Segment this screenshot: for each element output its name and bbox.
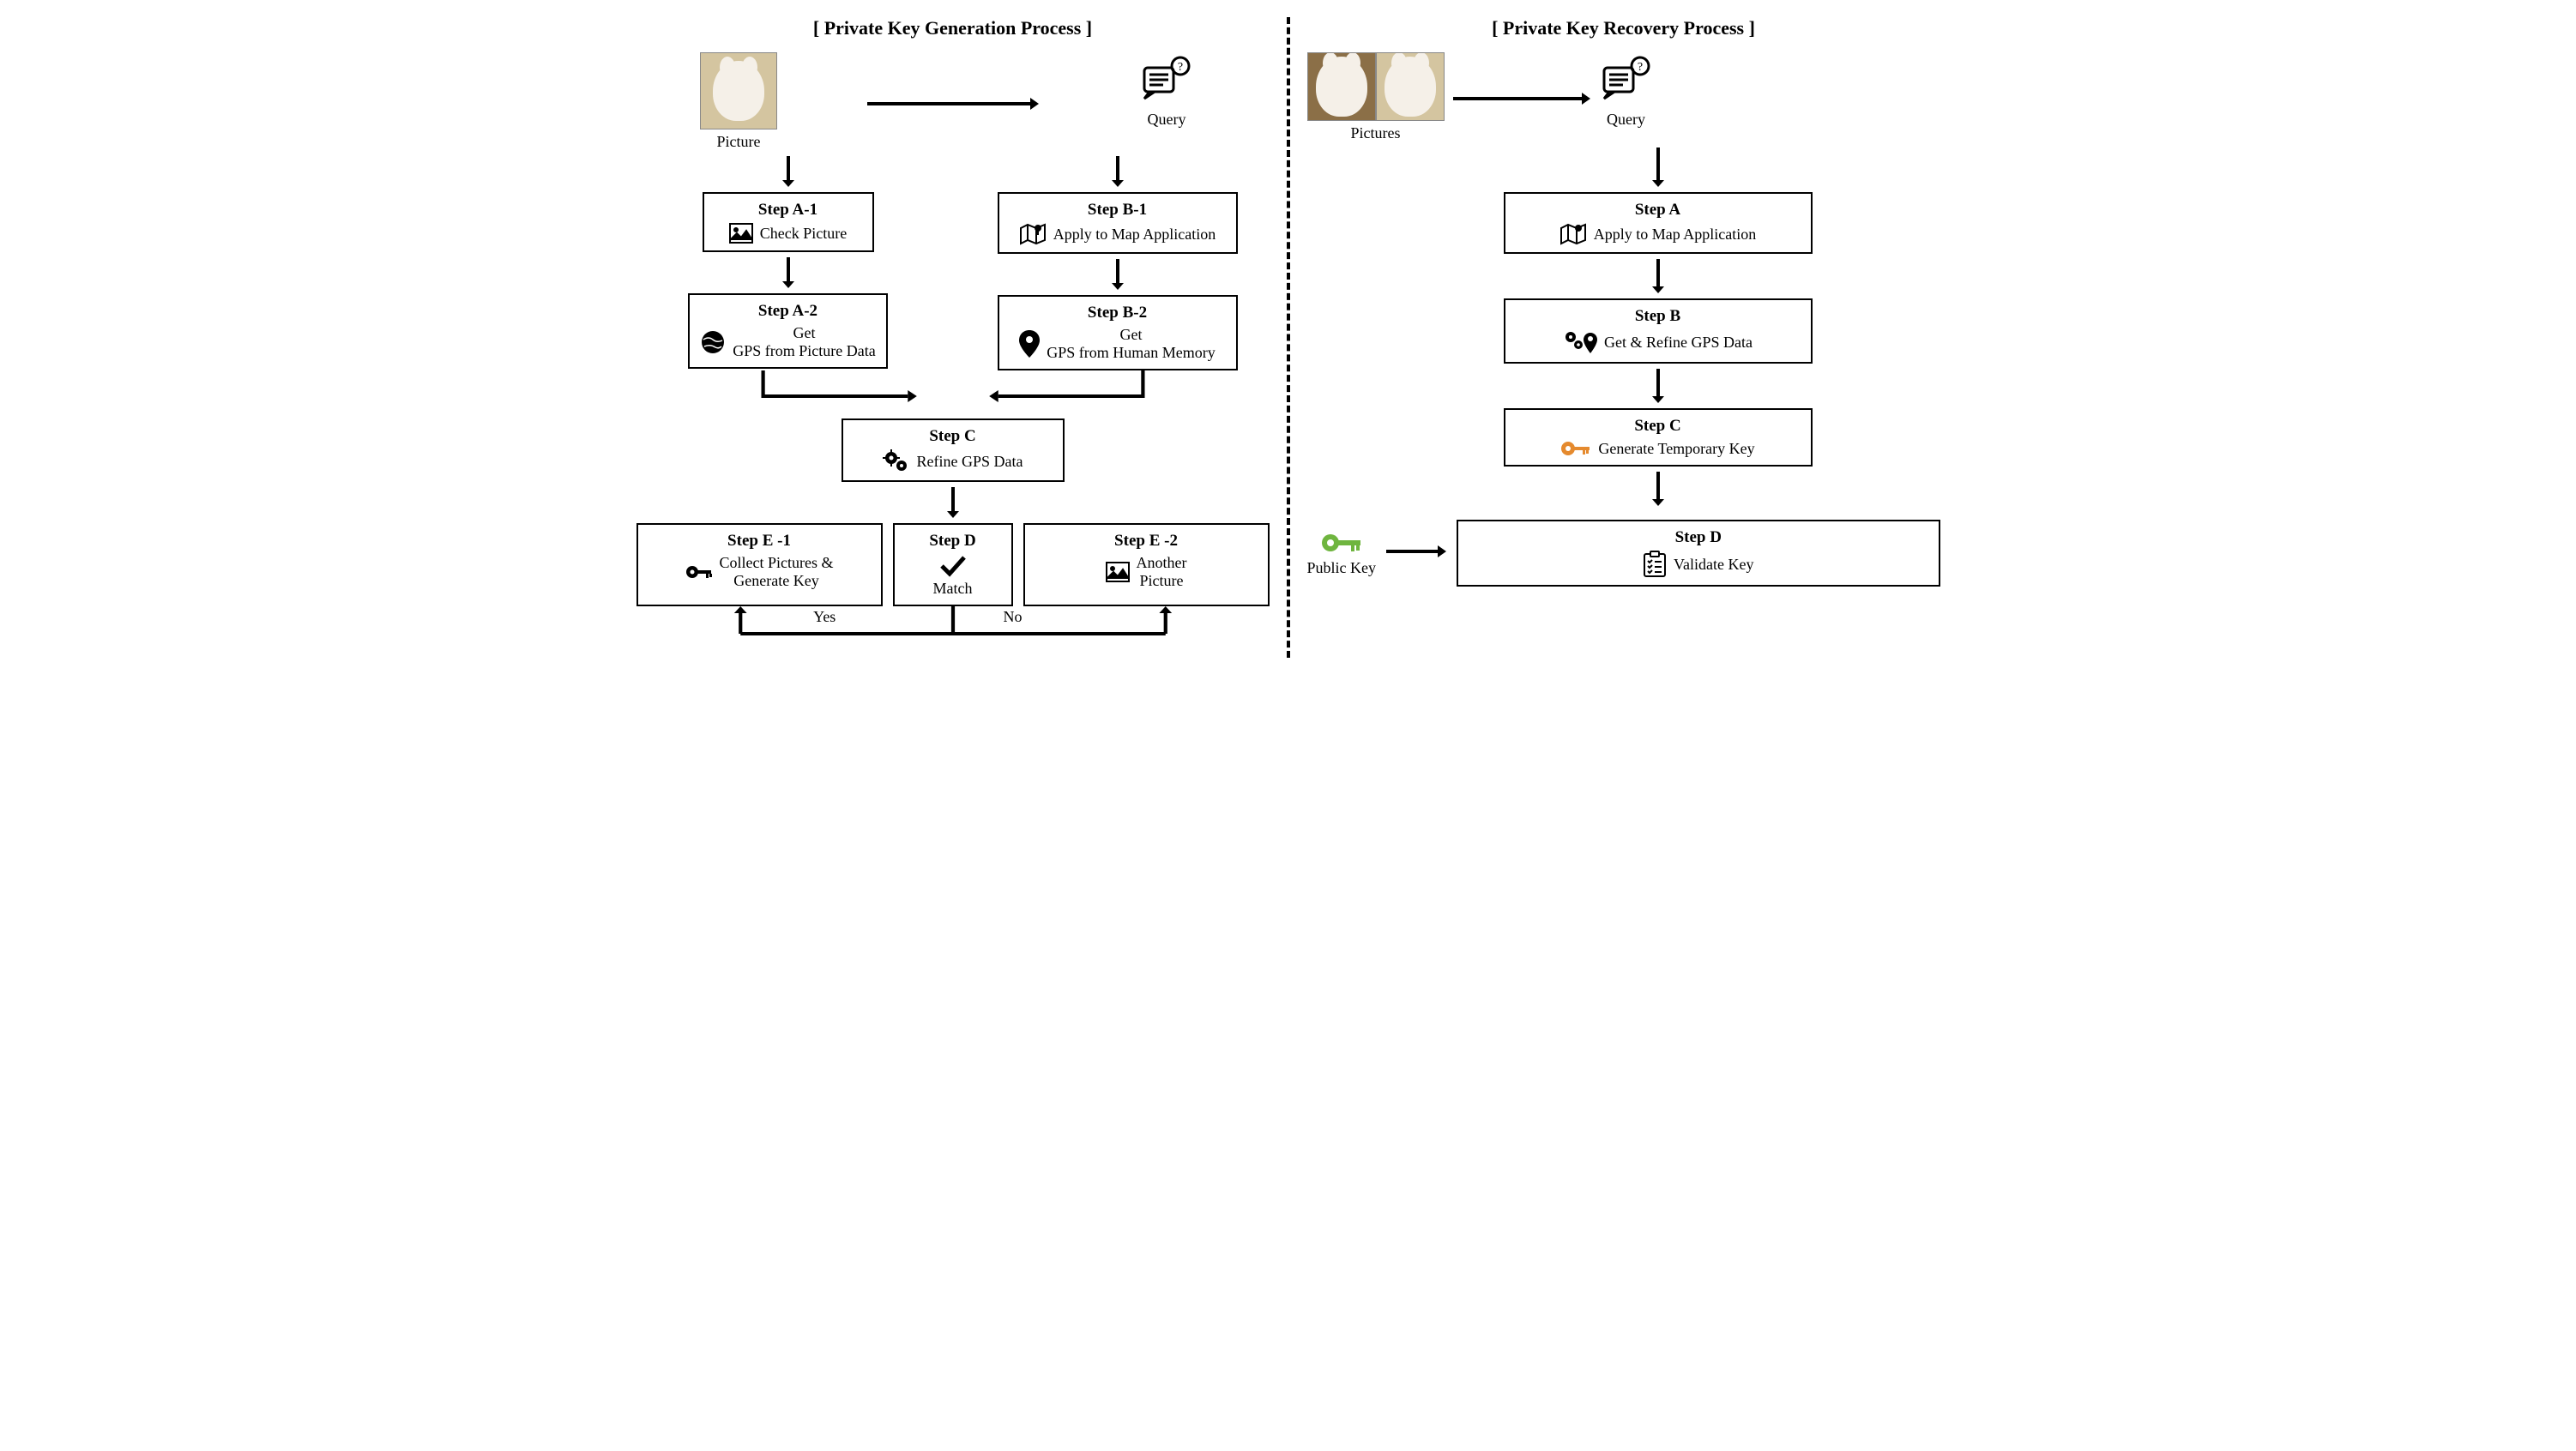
r-step-c-box: Step C Generate Temporary Key [1504, 408, 1813, 467]
step-e1-box: Step E -1 Collect Pictures & Generate Ke… [636, 523, 883, 606]
pictures-node: Pictures [1307, 52, 1445, 142]
r-step-a-text: Apply to Map Application [1594, 226, 1756, 244]
query-node: ? Query [1139, 52, 1194, 129]
step-e1-title: Step E -1 [649, 532, 871, 551]
arrow-pk-d [1386, 543, 1446, 564]
step-d-title: Step D [905, 532, 1001, 551]
picture-thumb [700, 52, 777, 129]
svg-text:?: ? [1178, 61, 1183, 74]
generation-title: [ Private Key Generation Process ] [636, 17, 1270, 39]
r-step-c-text: Generate Temporary Key [1598, 440, 1754, 458]
arrow-cd [636, 487, 1270, 518]
r-step-c-title: Step C [1516, 417, 1801, 436]
step-a1-box: Step A-1 Check Picture [703, 192, 874, 252]
step-d-text: Match [933, 580, 973, 598]
public-key-label: Public Key [1307, 559, 1377, 577]
photo2-icon [1106, 562, 1130, 582]
globe-icon [700, 329, 726, 355]
query-label-r: Query [1607, 111, 1645, 129]
photo-icon [729, 223, 753, 244]
r-step-b-text: Get & Refine GPS Data [1604, 334, 1753, 352]
query-label: Query [1148, 111, 1186, 129]
step-e2-text2: Picture [1137, 572, 1187, 590]
step-b2-text1: Get [1047, 326, 1216, 344]
step-e2-text1: Another [1137, 554, 1187, 572]
r-step-a-box: Step A Apply to Map Application [1504, 192, 1813, 254]
step-a2-box: Step A-2 Get GPS from Picture Data [688, 293, 887, 369]
arrow-a12 [780, 257, 797, 288]
r-step-b-box: Step B Get & Refine GPS Data [1504, 298, 1813, 364]
picture-thumb-2 [1376, 52, 1445, 121]
pin-icon [1019, 330, 1040, 358]
step-c-title: Step C [854, 427, 1053, 446]
arrow-picture-query [867, 87, 1039, 117]
r-step-d-text: Validate Key [1674, 556, 1753, 574]
key-orange-icon [1560, 439, 1591, 458]
picture-node: Picture [700, 52, 777, 151]
recovery-title: [ Private Key Recovery Process ] [1307, 17, 1940, 39]
picture-thumb-1 [1307, 52, 1376, 121]
step-b2-title: Step B-2 [1010, 304, 1226, 322]
arrow-a [780, 156, 797, 187]
svg-text:?: ? [1637, 61, 1642, 74]
map-icon-r [1559, 223, 1587, 245]
generation-panel: [ Private Key Generation Process ] Pictu… [636, 17, 1287, 658]
arrow-ra [1650, 148, 1667, 187]
arrow-b12 [1109, 259, 1126, 290]
query-icon-r: ? [1599, 52, 1654, 107]
pictures-label: Pictures [1351, 124, 1401, 142]
gen-col-b: ? Query [1065, 52, 1270, 151]
check-icon [938, 554, 968, 578]
map-icon [1019, 223, 1047, 245]
step-c-box: Step C Refine GPS Data [842, 418, 1065, 482]
converge-c [636, 370, 1270, 418]
step-b1-text: Apply to Map Application [1053, 226, 1216, 244]
r-step-d-box: Step D Validate Key [1457, 520, 1940, 587]
step-b2-text2: GPS from Human Memory [1047, 344, 1216, 362]
step-a2-title: Step A-2 [700, 302, 875, 321]
public-key-node: Public Key [1307, 530, 1377, 577]
arrow-rb [1650, 259, 1667, 293]
recovery-panel: [ Private Key Recovery Process ] Picture… [1290, 17, 1940, 658]
step-c-text: Refine GPS Data [917, 453, 1023, 471]
step-b1-title: Step B-1 [1010, 201, 1226, 220]
step-b2-box: Step B-2 Get GPS from Human Memory [998, 295, 1238, 370]
step-b1-box: Step B-1 Apply to Map Application [998, 192, 1238, 254]
step-e1-text2: Generate Key [720, 572, 834, 590]
gen-col-a: Picture [636, 52, 842, 151]
step-a1-title: Step A-1 [715, 201, 862, 220]
arrow-rd [1650, 472, 1667, 506]
arrow-b [1109, 156, 1126, 187]
query-node-r: ? Query [1599, 52, 1654, 142]
r-step-d-title: Step D [1469, 528, 1928, 547]
checklist-icon [1643, 551, 1667, 578]
picture-label: Picture [717, 133, 761, 151]
step-a1-text: Check Picture [760, 225, 847, 243]
step-e2-title: Step E -2 [1035, 532, 1258, 551]
step-a2-text2: GPS from Picture Data [733, 342, 875, 360]
r-step-b-title: Step B [1516, 307, 1801, 326]
step-e1-text1: Collect Pictures & [720, 554, 834, 572]
no-label: No [1004, 608, 1023, 626]
step-d-box: Step D Match [893, 523, 1013, 606]
key-black-icon [685, 563, 713, 581]
query-icon: ? [1139, 52, 1194, 107]
step-e2-box: Step E -2 Another Picture [1023, 523, 1270, 606]
key-green-icon [1320, 530, 1363, 556]
yes-label: Yes [813, 608, 836, 626]
arrow-pics-query [1453, 83, 1590, 111]
gears-pin-icon [1563, 329, 1597, 355]
arrow-rc [1650, 369, 1667, 403]
step-a2-text1: Get [733, 324, 875, 342]
yes-no-connector: Yes No [636, 606, 1270, 658]
r-step-a-title: Step A [1516, 201, 1801, 220]
gears-icon [883, 449, 910, 473]
